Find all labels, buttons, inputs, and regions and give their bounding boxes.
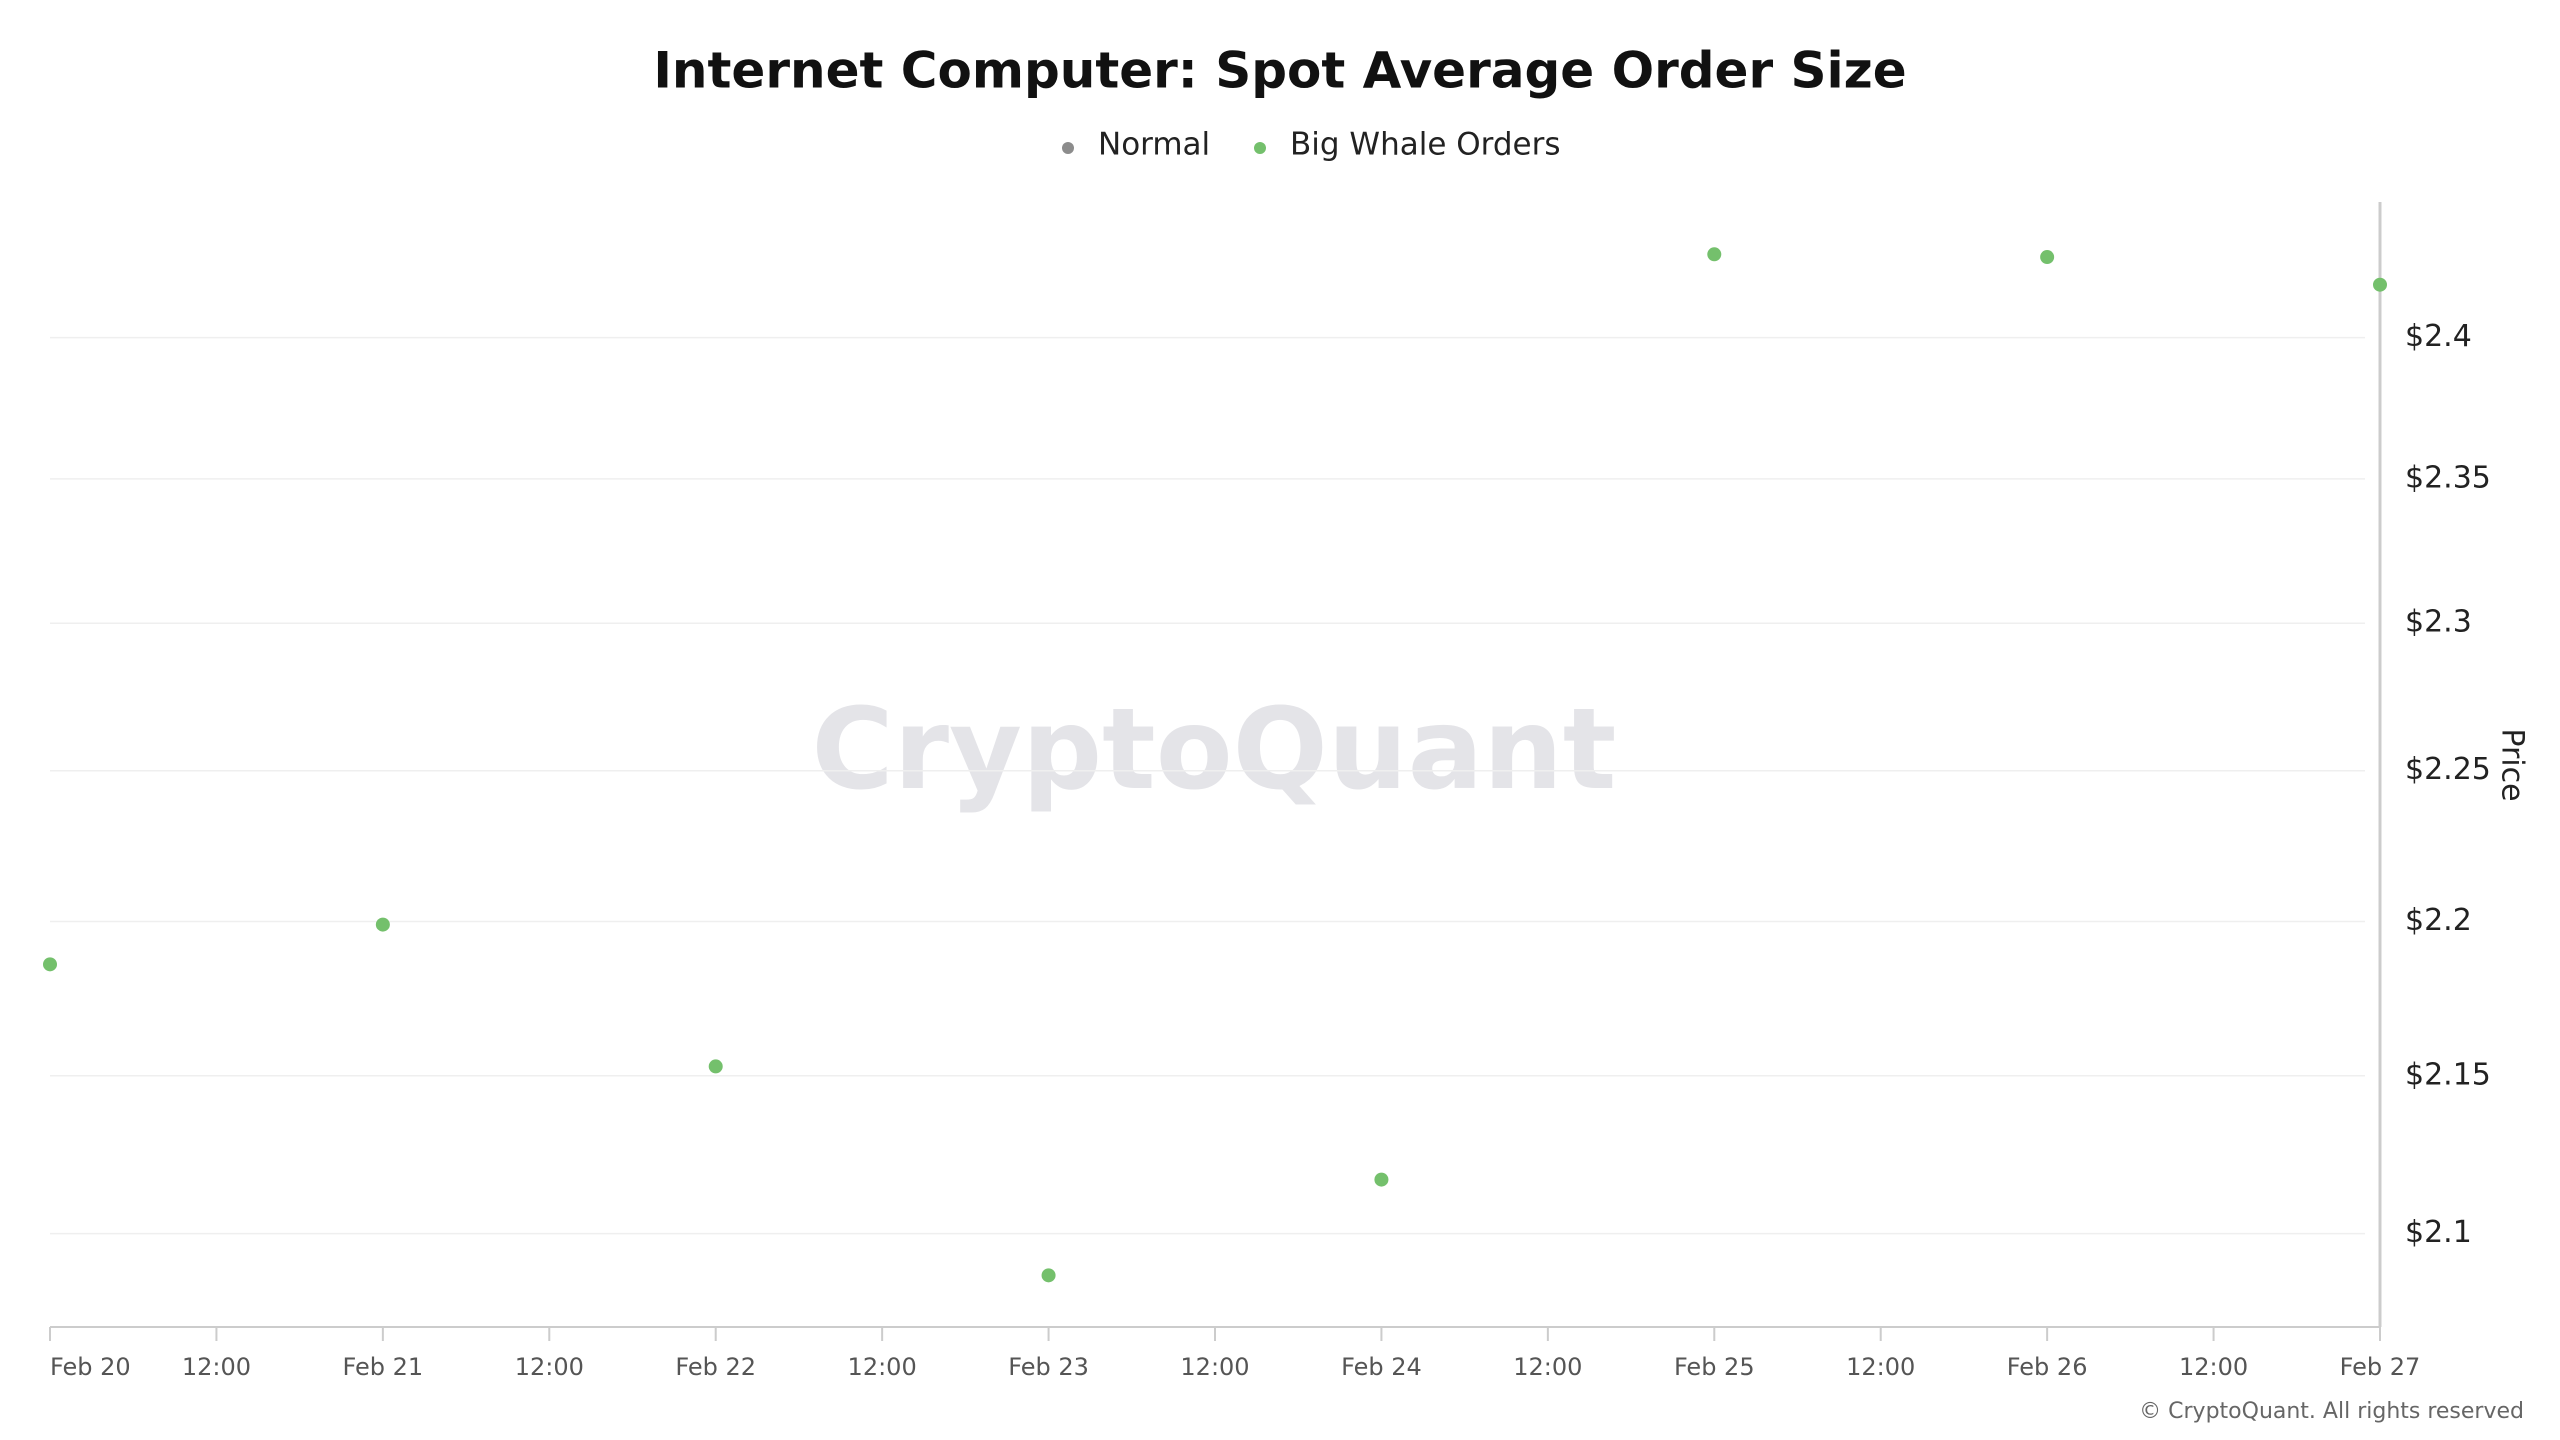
y-tick-label: $2.35 [2405,460,2491,495]
data-point [1041,1268,1056,1283]
y-tick-label: $2.3 [2405,605,2472,640]
y-tick-label: $2.15 [2405,1057,2491,1092]
data-point [375,917,390,932]
data-point [1707,247,1722,262]
x-tick-label: 12:00 [1513,1353,1582,1381]
x-tick-label: Feb 20 [50,1353,131,1381]
legend-label: Big Whale Orders [1290,127,1561,163]
legend-label: Normal [1098,127,1210,163]
x-tick-label: Feb 22 [675,1353,756,1381]
legend-marker [1254,142,1266,154]
x-tick-label: 12:00 [1846,1353,1915,1381]
x-tick-label: Feb 21 [343,1353,424,1381]
y-axis-label: Price [2495,728,2530,801]
x-tick-label: Feb 27 [2340,1353,2421,1381]
x-tick-label: Feb 23 [1008,1353,1089,1381]
chart-title: Internet Computer: Spot Average Order Si… [653,42,1906,100]
x-tick-label: 12:00 [515,1353,584,1381]
x-tick-label: Feb 25 [1674,1353,1755,1381]
y-tick-label: $2.25 [2405,752,2491,787]
y-tick-label: $2.2 [2405,903,2472,938]
x-tick-label: 12:00 [1180,1353,1249,1381]
data-point [708,1059,723,1074]
y-tick-label: $2.1 [2405,1215,2472,1250]
data-point [1374,1172,1389,1187]
x-tick-label: Feb 24 [1341,1353,1422,1381]
watermark: CryptoQuant [812,685,1617,815]
data-point [2040,250,2055,265]
y-tick-label: $2.4 [2405,319,2472,354]
x-tick-label: 12:00 [848,1353,917,1381]
x-tick-label: 12:00 [2179,1353,2248,1381]
x-tick-label: Feb 26 [2007,1353,2088,1381]
x-tick-label: 12:00 [182,1353,251,1381]
footer: © CryptoQuant. All rights reserved [2139,1399,2524,1424]
data-point [2373,277,2387,292]
legend-marker [1062,142,1074,154]
data-point [43,957,57,972]
